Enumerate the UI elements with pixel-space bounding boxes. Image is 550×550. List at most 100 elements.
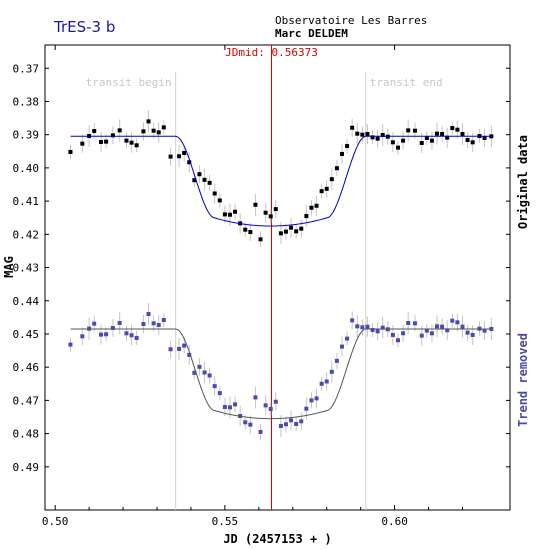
trend-removed-model-curve — [70, 328, 493, 420]
original-data-point — [289, 225, 294, 230]
trend-removed-point — [450, 318, 455, 323]
trend-removed-point — [80, 334, 85, 339]
y-tick-label: 0.44 — [13, 295, 40, 308]
original-data-point — [197, 172, 202, 177]
trend-removed-point — [345, 336, 350, 341]
trend-removed-point — [134, 335, 139, 340]
original-data-point — [253, 202, 258, 207]
trend-removed-point — [294, 421, 299, 426]
original-data-point — [192, 178, 197, 183]
original-data-point — [99, 139, 104, 144]
trend-removed-point — [283, 422, 288, 427]
original-data-point — [92, 129, 97, 134]
trend-removed-point — [117, 321, 122, 326]
original-data-point — [395, 145, 400, 150]
trend-removed-point — [202, 370, 207, 375]
original-data-point — [243, 227, 248, 232]
y-tick-label: 0.40 — [13, 162, 40, 175]
trend-removed-point — [314, 396, 319, 401]
original-data-point — [319, 189, 324, 194]
trend-removed-point — [289, 418, 294, 423]
trend-removed-point — [187, 352, 192, 357]
original-data-point — [129, 140, 134, 145]
y-tick-label: 0.37 — [13, 62, 40, 75]
original-data-point — [482, 136, 487, 140]
trend-removed-point — [406, 321, 411, 326]
original-data-point — [104, 139, 109, 144]
trend-removed-point — [124, 331, 129, 336]
trend-removed-point — [253, 395, 258, 400]
trend-removed-point — [268, 407, 273, 412]
vline-label-2: JDmid: 0.56373 — [225, 46, 318, 59]
original-data-point — [401, 138, 406, 143]
trend-removed-point — [390, 332, 395, 337]
trend-removed-point — [273, 399, 278, 404]
trend-removed-point — [424, 328, 429, 333]
y-tick-label: 0.43 — [13, 262, 40, 275]
original-data-point — [217, 198, 222, 203]
y-tick-label: 0.46 — [13, 361, 40, 374]
trend-removed-point — [419, 333, 424, 338]
original-data-point — [248, 229, 253, 234]
trend-removed-point — [460, 324, 465, 329]
y-axis-label: MAG — [2, 256, 16, 278]
trend-removed-point — [355, 324, 360, 329]
y-tick-label: 0.39 — [13, 129, 40, 142]
original-data-point — [156, 130, 161, 135]
original-data-point — [370, 135, 375, 140]
series-label-original: Original data — [516, 135, 530, 229]
trend-removed-point — [429, 331, 434, 336]
original-data-point — [146, 119, 151, 124]
original-data-point — [141, 129, 146, 134]
original-data-point — [222, 212, 227, 217]
trend-removed-point — [258, 429, 263, 434]
original-data-point — [350, 125, 355, 130]
trend-removed-point — [161, 318, 166, 323]
original-data-point — [187, 160, 192, 165]
trend-removed-point — [319, 381, 324, 386]
original-data-point — [233, 209, 238, 214]
original-data-point — [80, 141, 85, 146]
original-data-point — [390, 140, 395, 145]
original-data-point — [263, 210, 268, 215]
original-data-point — [470, 140, 475, 145]
trend-removed-point — [168, 347, 173, 352]
observatory-label: Observatoire Les Barres — [275, 14, 428, 27]
trend-removed-point — [146, 312, 151, 317]
trend-removed-point — [455, 320, 460, 325]
original-data-point — [324, 186, 329, 191]
original-data-point — [177, 154, 182, 159]
original-data-point — [412, 128, 417, 133]
trend-removed-point — [207, 373, 212, 378]
trend-removed-point — [263, 403, 268, 408]
trend-removed-point — [380, 325, 385, 330]
original-data-point — [429, 138, 434, 143]
original-data-point — [227, 212, 232, 217]
original-data-point — [182, 150, 187, 155]
original-data-point — [110, 133, 115, 138]
trend-removed-point — [278, 423, 283, 428]
trend-removed-point — [99, 332, 104, 337]
trend-removed-point — [350, 318, 355, 323]
trend-removed-point — [401, 331, 406, 336]
original-data-point — [334, 166, 339, 171]
trend-removed-point — [339, 344, 344, 349]
trend-removed-point — [227, 405, 232, 410]
trend-removed-point — [440, 324, 445, 329]
original-data-point — [465, 137, 470, 142]
trend-removed-point — [435, 324, 440, 329]
original-data-point — [365, 132, 370, 137]
original-model-curve — [70, 135, 493, 227]
vline-label-1: transit end — [370, 76, 443, 89]
trend-removed-point — [197, 364, 202, 369]
y-tick-label: 0.42 — [13, 228, 40, 241]
trend-removed-point — [151, 321, 156, 326]
trend-removed-point — [156, 322, 161, 327]
original-data-point — [460, 132, 465, 137]
trend-removed-point — [360, 325, 365, 330]
x-tick-label: 0.50 — [42, 515, 69, 528]
trend-removed-point — [299, 419, 304, 424]
trend-removed-point — [110, 325, 115, 330]
original-data-point — [258, 237, 263, 242]
